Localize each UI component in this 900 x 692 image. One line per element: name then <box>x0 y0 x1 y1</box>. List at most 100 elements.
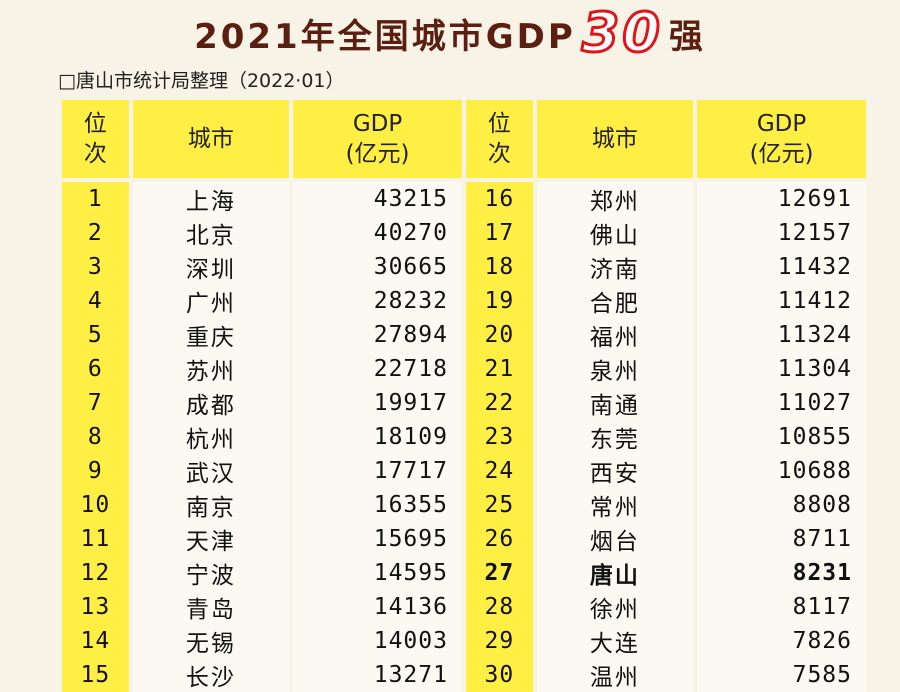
table-row: 9 武汉 17717 24 西安 10688 <box>62 454 866 488</box>
gdp-cell: 40270 <box>293 216 462 250</box>
city-cell: 唐山 <box>536 556 694 590</box>
gdp-cell: 11432 <box>697 250 866 284</box>
title-number: 30 <box>580 1 663 64</box>
city-cell: 常州 <box>536 488 694 522</box>
rank-cell: 28 <box>465 590 533 624</box>
gdp-cell: 12157 <box>697 216 866 250</box>
gdp-cell: 10688 <box>697 454 866 488</box>
table-row: 3 深圳 30665 18 济南 11432 <box>62 250 866 284</box>
page-title: 2021年全国城市GDP 30 强 <box>0 4 900 62</box>
rank-cell: 6 <box>62 352 129 386</box>
rank-cell: 23 <box>465 420 533 454</box>
rank-cell: 10 <box>62 488 129 522</box>
city-cell: 上海 <box>132 182 290 216</box>
rank-cell: 15 <box>62 658 129 692</box>
gdp-cell: 11412 <box>697 284 866 318</box>
rank-cell: 12 <box>62 556 129 590</box>
gdp-cell: 8117 <box>697 590 866 624</box>
rank-cell: 9 <box>62 454 129 488</box>
city-cell: 南通 <box>536 386 694 420</box>
table-row: 10 南京 16355 25 常州 8808 <box>62 488 866 522</box>
rank-cell: 1 <box>62 182 129 216</box>
gdp-cell: 14136 <box>293 590 462 624</box>
city-cell: 深圳 <box>132 250 290 284</box>
gdp-cell: 12691 <box>697 182 866 216</box>
city-cell: 济南 <box>536 250 694 284</box>
rank-cell: 29 <box>465 624 533 658</box>
gdp-cell: 10855 <box>697 420 866 454</box>
gdp-cell: 14003 <box>293 624 462 658</box>
city-cell: 南京 <box>132 488 290 522</box>
city-cell: 大连 <box>536 624 694 658</box>
table-row: 6 苏州 22718 21 泉州 11304 <box>62 352 866 386</box>
city-cell: 东莞 <box>536 420 694 454</box>
table-header-row: 位次 城市 GDP (亿元) 位次 城市 GDP (亿元) <box>62 100 866 178</box>
rank-cell: 5 <box>62 318 129 352</box>
table-row: 13 青岛 14136 28 徐州 8117 <box>62 590 866 624</box>
city-cell: 无锡 <box>132 624 290 658</box>
table-row: 11 天津 15695 26 烟台 8711 <box>62 522 866 556</box>
gdp-cell: 15695 <box>293 522 462 556</box>
gdp-cell: 7826 <box>697 624 866 658</box>
rank-cell: 25 <box>465 488 533 522</box>
table-row: 7 成都 19917 22 南通 11027 <box>62 386 866 420</box>
rank-cell: 3 <box>62 250 129 284</box>
city-cell: 青岛 <box>132 590 290 624</box>
header-city: 城市 <box>536 100 694 178</box>
rank-cell: 18 <box>465 250 533 284</box>
city-cell: 天津 <box>132 522 290 556</box>
rank-cell: 7 <box>62 386 129 420</box>
table-row: 4 广州 28232 19 合肥 11412 <box>62 284 866 318</box>
table-row: 14 无锡 14003 29 大连 7826 <box>62 624 866 658</box>
gdp-cell: 18109 <box>293 420 462 454</box>
gdp-cell: 11324 <box>697 318 866 352</box>
gdp-cell: 28232 <box>293 284 462 318</box>
title-text: 2021年全国城市GDP <box>194 16 576 57</box>
gdp-cell: 27894 <box>293 318 462 352</box>
gdp-ranking-table: 位次 城市 GDP (亿元) 位次 城市 GDP (亿元) 1 上海 43215 16 郑州… <box>58 100 870 692</box>
table-row: 5 重庆 27894 20 福州 11324 <box>62 318 866 352</box>
gdp-cell: 17717 <box>293 454 462 488</box>
city-cell: 温州 <box>536 658 694 692</box>
table-row: 1 上海 43215 16 郑州 12691 <box>62 182 866 216</box>
city-cell: 北京 <box>132 216 290 250</box>
rank-cell: 21 <box>465 352 533 386</box>
gdp-cell: 8231 <box>697 556 866 590</box>
header-rank: 位次 <box>465 100 533 178</box>
gdp-cell: 8711 <box>697 522 866 556</box>
gdp-cell: 11027 <box>697 386 866 420</box>
rank-cell: 26 <box>465 522 533 556</box>
title-suffix: 强 <box>668 16 706 57</box>
city-cell: 武汉 <box>132 454 290 488</box>
header-city: 城市 <box>132 100 290 178</box>
rank-cell: 17 <box>465 216 533 250</box>
source-note: □唐山市统计局整理（2022·01） <box>58 70 345 92</box>
header-gdp: GDP (亿元) <box>293 100 462 178</box>
city-cell: 佛山 <box>536 216 694 250</box>
city-cell: 西安 <box>536 454 694 488</box>
city-cell: 合肥 <box>536 284 694 318</box>
gdp-cell: 19917 <box>293 386 462 420</box>
gdp-cell: 14595 <box>293 556 462 590</box>
table-row: 12 宁波 14595 27 唐山 8231 <box>62 556 866 590</box>
rank-cell: 19 <box>465 284 533 318</box>
header-gdp: GDP (亿元) <box>697 100 866 178</box>
city-cell: 宁波 <box>132 556 290 590</box>
gdp-cell: 7585 <box>697 658 866 692</box>
rank-cell: 30 <box>465 658 533 692</box>
rank-cell: 11 <box>62 522 129 556</box>
rank-cell: 16 <box>465 182 533 216</box>
city-cell: 长沙 <box>132 658 290 692</box>
city-cell: 泉州 <box>536 352 694 386</box>
rank-cell: 2 <box>62 216 129 250</box>
table-body: 1 上海 43215 16 郑州 12691 2 北京 40270 17 佛山 12157 3 深圳 306… <box>62 182 866 692</box>
city-cell: 杭州 <box>132 420 290 454</box>
rank-cell: 4 <box>62 284 129 318</box>
header-rank: 位次 <box>62 100 129 178</box>
gdp-cell: 30665 <box>293 250 462 284</box>
gdp-cell: 16355 <box>293 488 462 522</box>
gdp-cell: 22718 <box>293 352 462 386</box>
gdp-cell: 13271 <box>293 658 462 692</box>
rank-cell: 22 <box>465 386 533 420</box>
rank-cell: 24 <box>465 454 533 488</box>
